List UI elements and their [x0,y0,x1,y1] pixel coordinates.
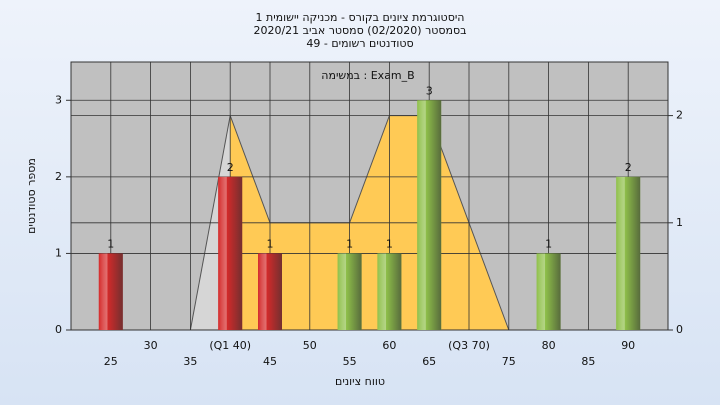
chart-title: היסטוגרמת ציונים בקורס - מכניקה יישומית … [256,11,465,24]
x-tick-label: 50 [303,339,317,352]
x-tick-label: (Q1 40) [209,339,251,352]
x-tick-label: 45 [263,355,277,368]
x-tick-label: 75 [502,355,516,368]
annotation: במשימה : Exam_B [321,69,414,82]
y2-tick-label: 1 [676,216,683,229]
x-tick-label: 60 [382,339,396,352]
data-label: 1 [107,237,114,250]
x-tick-label: 35 [183,355,197,368]
bar-shade [218,176,243,330]
data-label: 1 [267,237,274,250]
chart-subtitle: בסמסטר (02/2020) סמסטר אביב 2020/21 [253,24,466,37]
plot-border [70,61,669,331]
bar-shade [377,253,402,330]
chart-subtitle: סטודנטים רשומים - 49 [306,37,413,50]
x-tick-label: 85 [581,355,595,368]
y-axis-label: מספר סטודנטים [25,158,38,234]
y-tick-label: 1 [55,246,62,259]
data-label: 1 [386,237,393,250]
y-tick-label: 3 [55,93,62,106]
bar-shade [417,100,442,331]
bar-shade [337,253,362,330]
x-axis-label: טווח ציונים [335,375,385,388]
area-line [229,115,510,331]
x-tick-label: 65 [422,355,436,368]
y2-tick-label: 0 [676,323,683,336]
data-label: 2 [625,161,632,174]
y2-tick-label: 2 [676,109,683,122]
x-tick-label: 25 [104,355,118,368]
data-label: 2 [227,161,234,174]
x-tick-label: 80 [542,339,556,352]
bar-shade [536,253,561,330]
x-tick-label: (Q3 70) [448,339,490,352]
x-tick-label: 30 [144,339,158,352]
bar-shade [616,176,641,330]
data-label: 3 [426,84,433,97]
y-tick-label: 0 [55,323,62,336]
x-tick-label: 55 [343,355,357,368]
bar-shade [98,253,123,330]
data-label: 1 [545,237,552,250]
bar-shade [258,253,282,330]
data-label: 1 [346,237,353,250]
y-tick-label: 2 [55,170,62,183]
x-tick-label: 90 [621,339,635,352]
